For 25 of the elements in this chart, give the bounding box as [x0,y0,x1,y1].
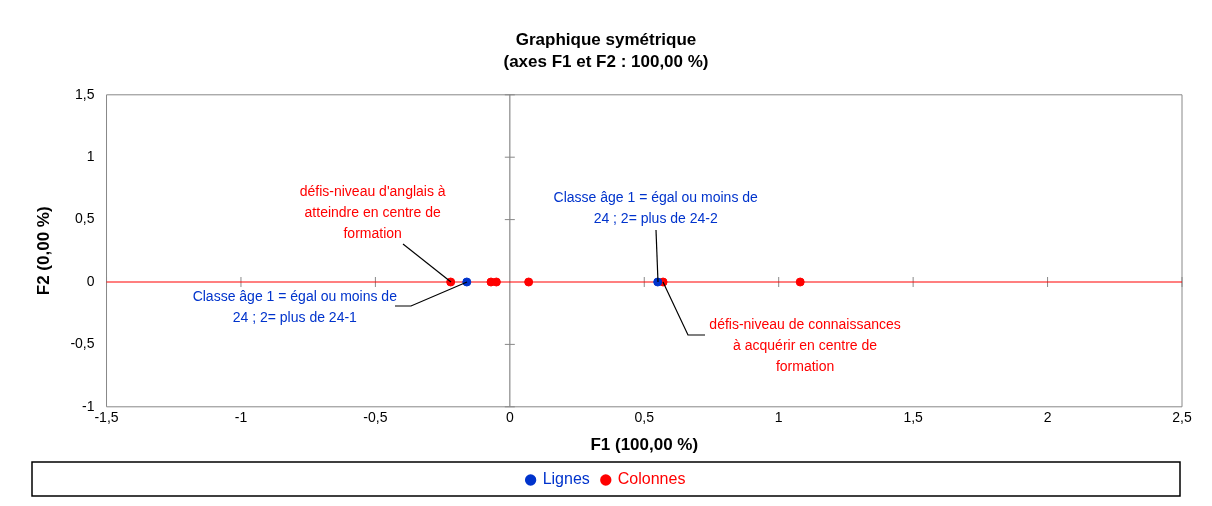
x-tick-label: 0,5 [634,409,655,426]
x-tick-label: 2,5 [1172,409,1192,426]
y-tick-label: -0,5 [70,335,95,352]
x-tick-label: -0,5 [363,409,388,426]
x-axis-title: F1 (100,00 %) [590,435,699,455]
legend-label: Lignes [542,470,590,488]
x-tick-label: 0 [505,409,514,426]
annotation: défis-niveau de connaissances à acquérir en centre de formation [708,314,902,376]
y-tick-label: 0 [86,272,95,289]
annotation: Classe âge 1 = égal ou moins de 24 ; 2= plus de 24-1 [192,287,398,327]
chart-title: Graphique symétrique [515,29,697,49]
y-tick-label: 0,5 [75,210,95,227]
legend-label: Colonnes [617,470,686,488]
chart-subtitle: (axes F1 et F2 : 100,00 %) [503,52,709,72]
annotation: Classe âge 1 = égal ou moins de 24 ; 2= plus de 24-2 [553,188,759,228]
x-tick-label: 2 [1043,409,1052,426]
y-tick-label: 1 [86,148,95,165]
x-tick-label: -1,5 [94,409,119,426]
y-tick-label: 1,5 [75,85,95,102]
y-tick-label: -1 [82,397,95,414]
x-tick-label: -1 [234,409,248,426]
x-tick-label: 1 [774,409,783,426]
y-axis-title: F2 (0,00 %) [33,206,53,296]
x-tick-label: 1,5 [903,409,924,426]
annotation: défis-niveau d'anglais à atteindre en centre de formation [298,181,447,243]
